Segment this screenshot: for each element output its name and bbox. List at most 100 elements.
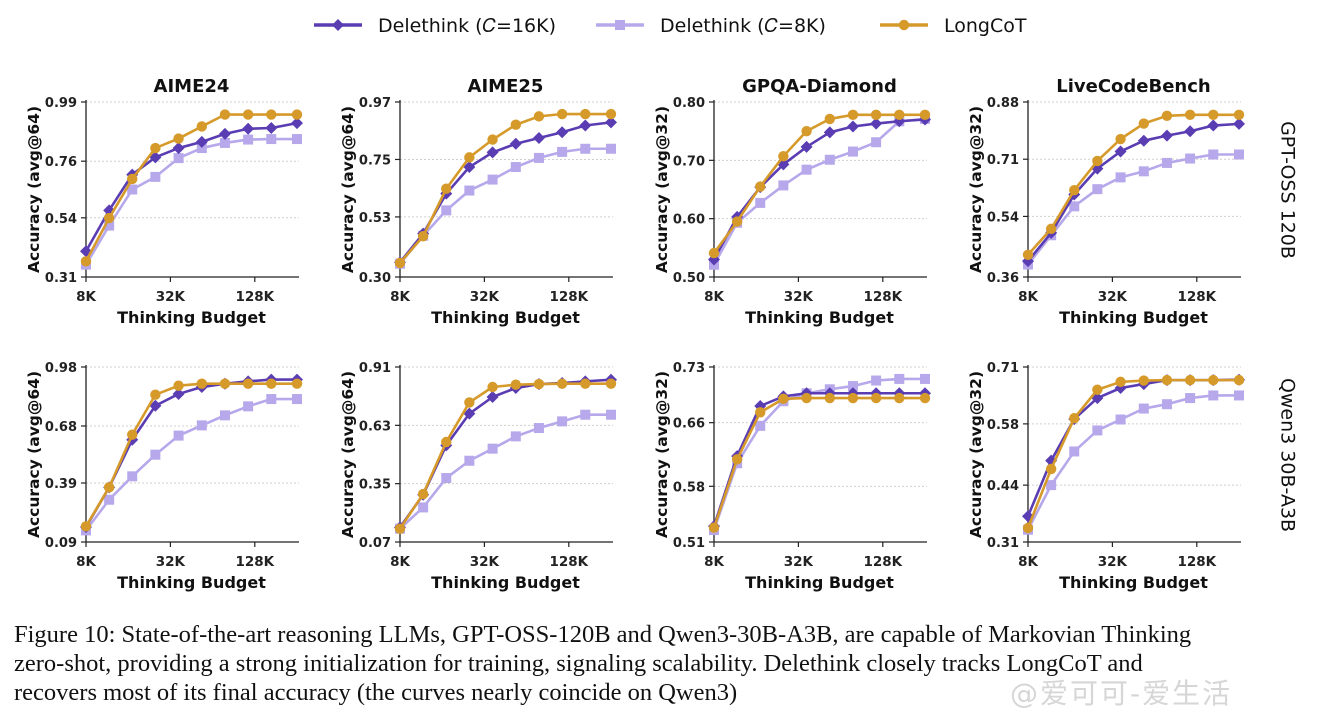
x-tick-label: 32K bbox=[784, 289, 814, 305]
x-tick-label: 32K bbox=[1098, 554, 1128, 570]
y-tick-label: 0.68 bbox=[45, 420, 77, 435]
data-point bbox=[1233, 374, 1245, 386]
data-point bbox=[242, 122, 255, 135]
series-line bbox=[398, 382, 611, 530]
series-square bbox=[1023, 149, 1244, 270]
y-tick-label: 0.07 bbox=[359, 536, 391, 551]
series-line bbox=[712, 377, 925, 531]
data-point bbox=[1045, 223, 1057, 235]
data-point bbox=[218, 127, 231, 140]
x-axis-label: Thinking Budget bbox=[431, 308, 580, 327]
data-point bbox=[195, 135, 208, 148]
x-tick-label: 8K bbox=[76, 289, 96, 305]
y-tick-label: 0.54 bbox=[45, 212, 77, 227]
y-axis-label: Accuracy (avg@32) bbox=[653, 371, 671, 538]
x-axis-label: Thinking Budget bbox=[745, 573, 894, 592]
data-point bbox=[1115, 376, 1126, 388]
series-line bbox=[399, 413, 611, 530]
legend-label: Delethink (𝐶=8K) bbox=[660, 15, 826, 37]
data-point bbox=[1161, 110, 1173, 121]
data-point bbox=[533, 111, 545, 122]
data-point bbox=[104, 220, 115, 231]
data-point bbox=[417, 488, 429, 500]
data-point bbox=[196, 143, 207, 154]
series-square bbox=[395, 409, 616, 534]
y-tick-label: 0.44 bbox=[987, 479, 1019, 494]
subplot-row1-col3: 0.31 0.44 0.58 0.71 8K 32K 128K Thinking Budget… bbox=[967, 361, 1245, 592]
x-axis-label: Thinking Budget bbox=[117, 308, 266, 327]
data-point bbox=[1185, 153, 1196, 164]
x-tick-label: 128K bbox=[1177, 554, 1216, 570]
caption-line: Figure 10: State-of-the-art reasoning LL… bbox=[14, 621, 1192, 648]
data-point bbox=[846, 120, 859, 133]
data-point bbox=[80, 256, 92, 267]
data-point bbox=[1233, 117, 1245, 130]
data-point bbox=[266, 394, 277, 405]
legend-item: Delethink (𝐶=8K) bbox=[596, 15, 826, 37]
series-circle bbox=[708, 109, 931, 259]
data-point bbox=[870, 392, 882, 404]
data-point bbox=[1092, 384, 1103, 395]
data-point bbox=[243, 134, 254, 145]
x-tick-label: 128K bbox=[235, 554, 274, 570]
y-tick-label: 0.36 bbox=[987, 271, 1019, 286]
row-label: Qwen3 30B-A3B bbox=[1277, 378, 1299, 532]
data-point bbox=[1022, 255, 1034, 268]
data-point bbox=[1092, 184, 1103, 195]
data-point bbox=[1138, 118, 1150, 129]
data-point bbox=[871, 137, 882, 148]
data-point bbox=[487, 174, 498, 185]
data-point bbox=[172, 142, 185, 155]
data-point bbox=[486, 146, 499, 159]
series-line bbox=[1026, 153, 1239, 266]
data-point bbox=[510, 119, 522, 130]
y-tick-label: 0.70 bbox=[673, 154, 705, 169]
x-tick-label: 128K bbox=[235, 289, 274, 305]
data-point bbox=[847, 146, 858, 157]
y-tick-label: 0.31 bbox=[45, 271, 77, 286]
x-axis-label: Thinking Budget bbox=[1059, 573, 1208, 592]
data-point bbox=[219, 109, 231, 120]
legend-item: LongCoT bbox=[880, 15, 1027, 37]
y-tick-label: 0.97 bbox=[359, 96, 391, 111]
legend-label: LongCoT bbox=[944, 15, 1027, 37]
data-point bbox=[1234, 149, 1244, 160]
y-axis-label: Accuracy (avg@64) bbox=[25, 106, 43, 273]
series-line bbox=[398, 378, 612, 529]
subplot-row1-col2: 0.51 0.58 0.66 0.73 8K 32K 128K Thinking Budget… bbox=[653, 361, 931, 592]
data-point bbox=[1069, 412, 1080, 424]
data-point bbox=[487, 443, 498, 454]
series-circle bbox=[80, 378, 303, 532]
data-point bbox=[172, 387, 185, 400]
y-tick-label: 0.63 bbox=[359, 419, 391, 434]
series-line bbox=[712, 396, 925, 529]
series-line bbox=[712, 391, 925, 527]
data-point bbox=[103, 482, 115, 493]
series-square bbox=[1023, 390, 1244, 535]
data-point bbox=[1114, 145, 1127, 158]
data-point bbox=[196, 420, 207, 431]
data-point bbox=[196, 121, 208, 132]
data-point bbox=[173, 430, 184, 441]
data-point bbox=[894, 109, 905, 121]
subplot-row1-col0: 0.09 0.39 0.68 0.98 8K 32K 128K Thinking Budget… bbox=[25, 361, 303, 592]
series-line bbox=[712, 117, 926, 266]
data-point bbox=[464, 152, 475, 163]
x-tick-label: 128K bbox=[549, 554, 588, 570]
x-tick-label: 128K bbox=[549, 289, 588, 305]
x-tick-label: 32K bbox=[470, 554, 500, 570]
data-point bbox=[580, 378, 591, 389]
data-point bbox=[1234, 390, 1244, 401]
series-line bbox=[84, 121, 298, 252]
data-point bbox=[1115, 172, 1126, 183]
data-point bbox=[708, 522, 720, 533]
data-point bbox=[463, 407, 476, 420]
y-tick-label: 0.35 bbox=[359, 478, 391, 493]
subplot-livecodebench: 0.36 0.54 0.71 0.88 8K 32K 128K Thinking Budget… bbox=[967, 76, 1245, 327]
x-tick-label: 32K bbox=[156, 289, 186, 305]
series-line bbox=[1026, 394, 1239, 531]
legend-item: Delethink (𝐶=16K) bbox=[314, 15, 556, 37]
data-point bbox=[1092, 155, 1103, 167]
data-point bbox=[104, 494, 115, 505]
data-point bbox=[441, 436, 452, 448]
